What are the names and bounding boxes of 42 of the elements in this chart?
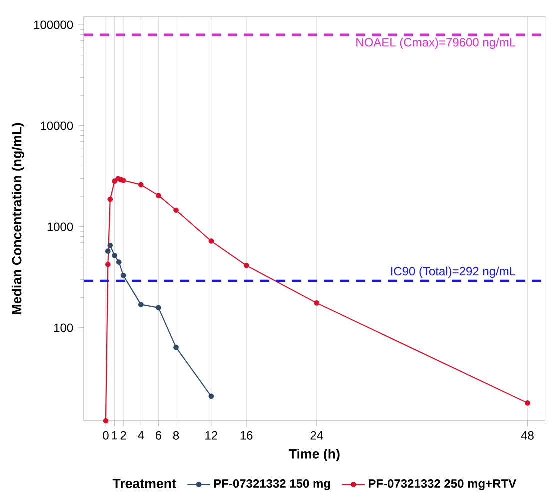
x-tick-label: 6 [156,431,162,440]
point [138,302,144,308]
point [208,394,214,400]
point [174,344,179,350]
y-tick-label: 100000 [34,20,74,30]
y-tick-label: 1000 [48,222,74,232]
point [112,253,118,258]
legend-label: PF-07321332 150 mg [214,479,330,490]
point [106,248,111,254]
point [174,208,179,214]
point [106,262,111,268]
y-axis-title: Median Concentration (ng/mL) [12,123,24,314]
x-tick-label: 16 [240,431,253,440]
x-tick-label: 8 [173,431,180,440]
point [108,242,114,248]
legend-label: PF-07321332 250 mg+RTV [368,479,516,490]
point [138,182,144,188]
point [108,196,114,202]
x-tick-label: 2 [120,431,126,440]
ref-line-label: IC90 (Total)=292 ng/mL [391,266,516,278]
legend-title: Treatment [112,479,176,488]
y-tick-label: 100 [54,324,74,332]
x-tick-label: 48 [521,431,534,440]
point [208,238,214,244]
x-tick-label: 0 [103,431,109,440]
point [156,193,162,198]
x-tick-label: 4 [138,431,144,440]
x-tick-label: 1 [112,431,118,440]
point [116,260,122,265]
point [103,418,109,424]
point [120,272,126,278]
x-tick-label: 24 [310,431,324,440]
point [525,400,530,406]
point [112,178,118,184]
y-tick-label: 10000 [41,122,74,130]
point [156,305,162,311]
x-tick-label: 12 [206,431,218,440]
x-axis-title: Time (h) [289,449,340,462]
point [244,262,250,268]
ref-line-label: NOAEL (Cmax)=79600 ng/mL [356,38,516,50]
point [120,178,126,184]
point [314,300,320,306]
